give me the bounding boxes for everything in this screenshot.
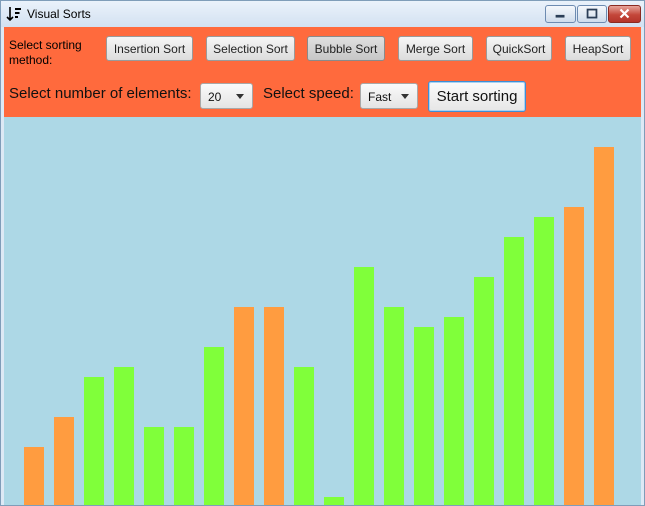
maximize-icon (586, 8, 598, 19)
array-bar (204, 347, 224, 505)
quicksort-button[interactable]: QuickSort (486, 36, 552, 61)
array-bar (414, 327, 434, 505)
array-bar (54, 417, 74, 505)
elements-label: Select number of elements: (9, 85, 192, 102)
array-bar (534, 217, 554, 505)
bubble-sort-button[interactable]: Bubble Sort (307, 36, 385, 61)
array-bar (324, 497, 344, 505)
controls-panel: Select sorting method: Insertion Sort Se… (4, 27, 641, 117)
close-button[interactable] (608, 5, 641, 23)
sorting-method-label: Select sorting method: (9, 38, 82, 67)
array-bar (474, 277, 494, 505)
array-bar (24, 447, 44, 505)
array-bar (384, 307, 404, 505)
array-bar (504, 237, 524, 505)
insertion-sort-button[interactable]: Insertion Sort (106, 36, 193, 61)
array-bar (354, 267, 374, 505)
heapsort-button[interactable]: HeapSort (565, 36, 631, 61)
speed-select-value: Fast (368, 90, 392, 104)
sort-descending-icon (6, 7, 21, 22)
array-bar (294, 367, 314, 505)
elements-select[interactable]: 20 (200, 83, 253, 109)
minimize-button[interactable] (545, 5, 576, 23)
selection-sort-button[interactable]: Selection Sort (206, 36, 295, 61)
array-bar (174, 427, 194, 505)
chevron-down-icon (236, 94, 244, 99)
speed-select[interactable]: Fast (360, 83, 418, 109)
start-sorting-button[interactable]: Start sorting (428, 81, 526, 112)
window-title: Visual Sorts (27, 7, 91, 21)
minimize-icon (555, 14, 565, 18)
array-bar (234, 307, 254, 505)
array-bar (444, 317, 464, 505)
array-bar (114, 367, 134, 505)
maximize-button[interactable] (577, 5, 607, 23)
elements-select-value: 20 (208, 90, 222, 104)
array-bar (264, 307, 284, 505)
array-bar (594, 147, 614, 505)
speed-label: Select speed: (263, 85, 354, 102)
array-bar (84, 377, 104, 505)
close-icon (619, 8, 630, 19)
sort-visualization-canvas (4, 117, 641, 505)
array-bar (564, 207, 584, 505)
title-bar[interactable]: Visual Sorts (1, 1, 644, 27)
merge-sort-button[interactable]: Merge Sort (398, 36, 473, 61)
array-bar (144, 427, 164, 505)
chevron-down-icon (401, 94, 409, 99)
